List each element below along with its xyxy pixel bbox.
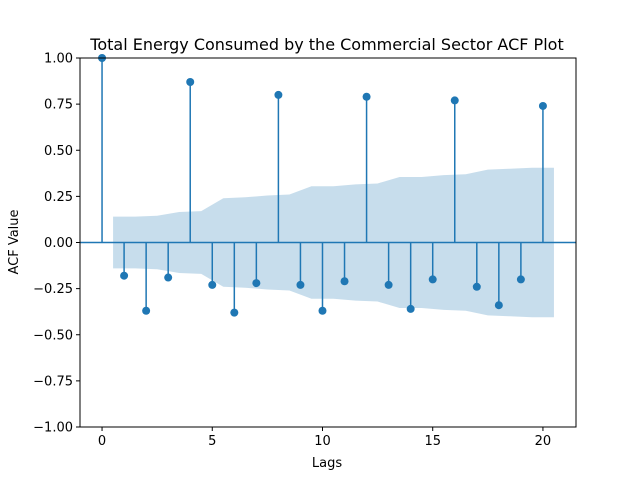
- x-tick-label: 5: [208, 434, 216, 449]
- y-tick-label: 0.00: [44, 236, 73, 251]
- x-tick-label: 15: [424, 434, 441, 449]
- acf-point-lag-3: [164, 273, 173, 282]
- y-tick-label: 0.75: [44, 98, 73, 113]
- y-tick-label: 0.50: [44, 144, 73, 159]
- x-axis-title: Lags: [312, 456, 342, 471]
- acf-point-lag-6: [230, 308, 239, 317]
- acf-point-lag-9: [296, 280, 305, 289]
- plot-area: 0 5 10 15 20 −1.00 −0.75 −0.50 −0.25 0.00 0.25 0.50…: [33, 52, 577, 449]
- acf-point-lag-10: [318, 306, 327, 315]
- y-tick-label: −1.00: [33, 421, 73, 436]
- acf-point-lag-5: [208, 280, 217, 289]
- acf-point-lag-18: [494, 301, 503, 310]
- x-tick-label: 10: [314, 434, 331, 449]
- acf-point-lag-16: [450, 96, 459, 105]
- y-tick-label: −0.75: [33, 374, 73, 389]
- x-tick-label: 20: [535, 434, 552, 449]
- y-tick-label: −0.25: [33, 282, 73, 297]
- acf-point-lag-4: [186, 77, 195, 86]
- chart-title: Total Energy Consumed by the Commercial …: [89, 35, 563, 54]
- acf-point-lag-1: [120, 271, 129, 280]
- y-axis-title: ACF Value: [7, 209, 22, 274]
- acf-point-lag-15: [428, 275, 437, 284]
- x-tick-label: 0: [98, 434, 106, 449]
- acf-point-lag-19: [516, 275, 525, 284]
- acf-point-lag-13: [384, 280, 393, 289]
- acf-point-lag-12: [362, 92, 371, 101]
- acf-point-lag-11: [340, 277, 349, 286]
- acf-point-lag-20: [538, 101, 547, 110]
- acf-point-lag-14: [406, 304, 415, 313]
- y-tick-label: 0.25: [44, 190, 73, 205]
- y-tick-label: 1.00: [44, 52, 73, 67]
- acf-point-lag-2: [142, 306, 151, 315]
- y-tick-label: −0.50: [33, 328, 73, 343]
- acf-point-lag-7: [252, 279, 261, 288]
- acf-point-lag-17: [472, 282, 481, 291]
- acf-point-lag-8: [274, 90, 283, 99]
